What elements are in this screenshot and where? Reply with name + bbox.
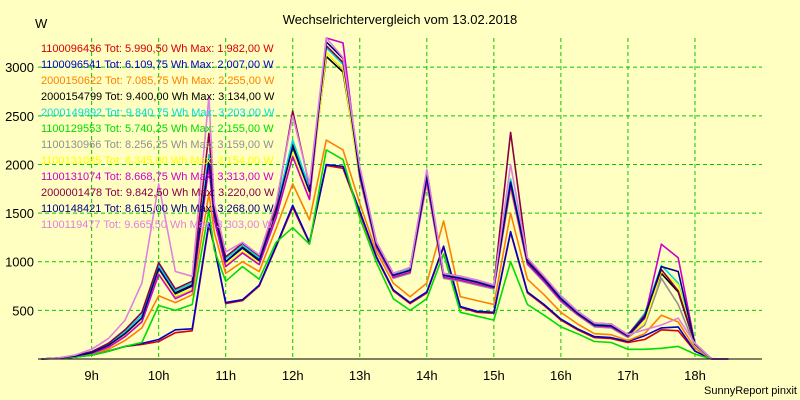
chart-footer: SunnyReport pinxit [704, 385, 797, 397]
x-tick-label: 12h [282, 368, 304, 383]
legend-entry-1100096436: 1100096436 Tot: 5.990,50 Wh Max: 1.982,0… [41, 43, 274, 55]
legend-entry-2000150622: 2000150622 Tot: 7.085,75 Wh Max: 2.255,0… [41, 75, 275, 87]
legend-entry-2000149892: 2000149892 Tot: 9.840,75 Wh Max: 3.203,0… [41, 107, 275, 119]
x-tick-label: 9h [84, 368, 98, 383]
series-line-1100096541 [41, 163, 729, 360]
legend-entry-1100148421: 1100148421 Tot: 8.615,00 Wh Max: 3.268,0… [41, 203, 274, 215]
axes: 9h 10h 11h 12h 13h 14h 15h 16h 17h 18h 500 1000 1500… [5, 60, 762, 383]
legend-entry-1100131074: 1100131074 Tot: 8.668,75 Wh Max: 3.313,0… [41, 171, 274, 183]
x-tick-label: 14h [416, 368, 438, 383]
x-tick-label: 15h [483, 368, 505, 383]
y-tick-label: 1500 [5, 206, 34, 221]
legend-entry-1100131085: 1100131085 Tot: 8.345,00 Wh Max: 3.154,0… [41, 155, 274, 167]
y-tick-label: 3000 [5, 60, 34, 75]
series-line-1100119477 [41, 37, 729, 360]
series-line-1100129553 [41, 149, 729, 360]
x-tick-label: 17h [617, 368, 639, 383]
legend-entry-1100096541: 1100096541 Tot: 6.109,75 Wh Max: 2.007,0… [41, 59, 274, 71]
legend-entry-1100130966: 1100130966 Tot: 8.256,25 Wh Max: 3.159,0… [41, 139, 274, 151]
y-unit-label: W [35, 16, 48, 31]
legend: 1100096436 Tot: 5.990,50 Wh Max: 1.982,0… [41, 43, 275, 231]
x-tick-label: 18h [684, 368, 706, 383]
legend-entry-1100119477: 1100119477 Tot: 9.665,50 Wh Max: 3.303,0… [41, 219, 273, 231]
y-tick-label: 500 [12, 303, 34, 318]
series-line-2000150622 [41, 139, 729, 360]
x-tick-label: 10h [148, 368, 170, 383]
grid [38, 38, 762, 359]
x-tick-label: 13h [349, 368, 371, 383]
x-tick-label: 11h [215, 368, 236, 383]
y-tick-label: 2000 [5, 157, 34, 172]
x-tick-label: 16h [550, 368, 572, 383]
legend-entry-2000154799: 2000154799 Tot: 9.400,00 Wh Max: 3.134,0… [41, 91, 275, 103]
series-lines [41, 37, 729, 360]
series-line-1100148421 [41, 41, 729, 360]
y-tick-label: 1000 [5, 255, 34, 270]
series-line-1100131074 [41, 37, 729, 360]
legend-entry-1100129553: 1100129553 Tot: 5.740,25 Wh Max: 2.155,0… [41, 123, 274, 135]
chart-title: Wechselrichtervergleich vom 13.02.2018 [283, 12, 518, 27]
legend-entry-2000001478: 2000001478 Tot: 9.842,50 Wh Max: 3.220,0… [41, 187, 275, 199]
y-tick-label: 2500 [5, 109, 34, 124]
